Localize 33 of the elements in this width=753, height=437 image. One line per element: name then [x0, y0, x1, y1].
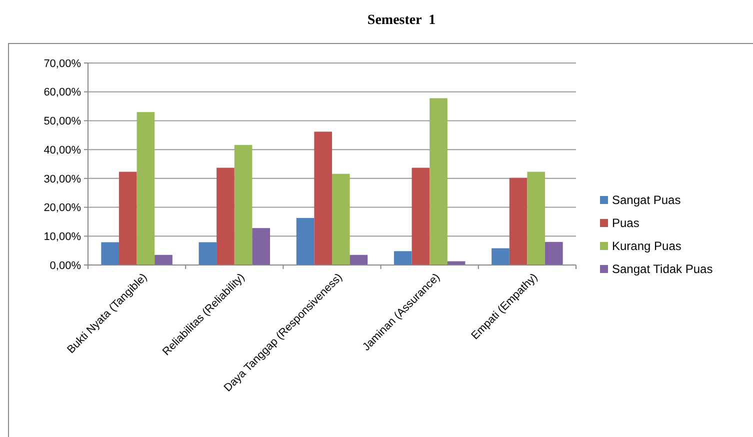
- bar: [527, 172, 546, 265]
- bar: [118, 172, 137, 265]
- bar: [492, 248, 510, 265]
- y-tick-label: 70,00%: [44, 58, 82, 70]
- legend-label: Sangat Puas: [612, 193, 681, 208]
- y-tick-label: 0,00%: [50, 260, 82, 272]
- bar: [154, 254, 172, 265]
- bar: [545, 242, 563, 265]
- legend-label: Kurang Puas: [612, 239, 682, 254]
- chart-title: Semester 1: [367, 13, 436, 28]
- legend-label: Sangat Tidak Puas: [612, 262, 713, 276]
- y-tick-label: 20,00%: [44, 202, 82, 214]
- y-tick-label: 10,00%: [44, 230, 82, 243]
- bar: [332, 174, 350, 265]
- bar: [101, 242, 119, 265]
- y-tick-label: 50,00%: [44, 116, 82, 128]
- legend-label: Puas: [612, 216, 640, 230]
- bar: [412, 168, 430, 265]
- y-tick-label: 40,00%: [44, 144, 82, 156]
- bar: [136, 112, 155, 265]
- bar: [394, 251, 412, 265]
- bar: [447, 261, 466, 265]
- bar: [296, 218, 314, 265]
- bar: [216, 168, 234, 265]
- y-tick-label: 30,00%: [44, 173, 82, 186]
- bar: [198, 242, 217, 265]
- bar: [430, 98, 448, 265]
- bar: [314, 132, 332, 265]
- y-tick-label: 60,00%: [44, 86, 82, 99]
- bar: [509, 178, 528, 265]
- bar: [252, 228, 270, 265]
- bar: [234, 144, 252, 265]
- bar: [350, 254, 368, 265]
